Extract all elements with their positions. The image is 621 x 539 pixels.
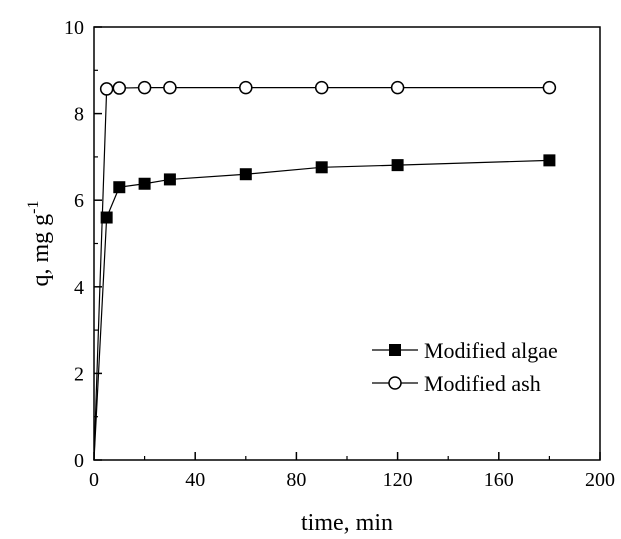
data-point [390,80,405,95]
y-tick-label: 2 [74,363,84,385]
y-tick-label: 4 [74,277,84,299]
x-tick-label: 160 [484,469,514,491]
data-point [542,80,557,95]
legend-marker [389,344,401,356]
data-point [239,168,252,181]
data-point [163,173,176,186]
x-axis-title: time, min [301,510,393,536]
data-point [112,81,127,95]
axes: 0 40 80 120 160 200 0 2 4 6 8 10 time, min q, mg g… [25,17,615,536]
series-group [93,80,557,461]
y-tick-label: 6 [74,190,84,212]
x-tick-label: 120 [383,469,413,491]
x-axis-ticks: 0 40 80 120 160 200 [89,452,615,491]
x-tick-label: 0 [89,469,99,491]
legend-marker [388,376,402,390]
legend: Modified algae Modified ash [372,338,558,396]
series-1 [93,154,556,461]
data-point [239,80,253,95]
series-2 [93,80,557,461]
y-axis-title-superscript: -1 [25,201,42,214]
data-point [315,161,328,174]
y-axis-ticks: 0 2 4 6 8 10 [64,17,102,472]
data-point [138,177,151,190]
series-line [93,87,550,461]
data-point [391,159,404,172]
x-tick-label: 200 [585,469,615,491]
data-point [543,154,556,167]
series-line [93,159,550,461]
x-tick-label: 40 [185,469,205,491]
y-axis-title-text: q, mg g [28,214,54,287]
data-point [113,181,126,194]
y-tick-label: 0 [74,450,84,472]
y-axis-title: q, mg g-1 [25,201,54,287]
data-point [163,80,177,95]
data-point [314,80,329,95]
y-tick-label: 10 [64,17,84,39]
y-tick-label: 8 [74,104,84,126]
data-point [100,211,113,224]
x-tick-label: 80 [286,469,306,491]
legend-label: Modified algae [424,338,558,363]
legend-label: Modified ash [424,371,541,396]
data-point [137,80,152,95]
data-point [99,82,114,96]
